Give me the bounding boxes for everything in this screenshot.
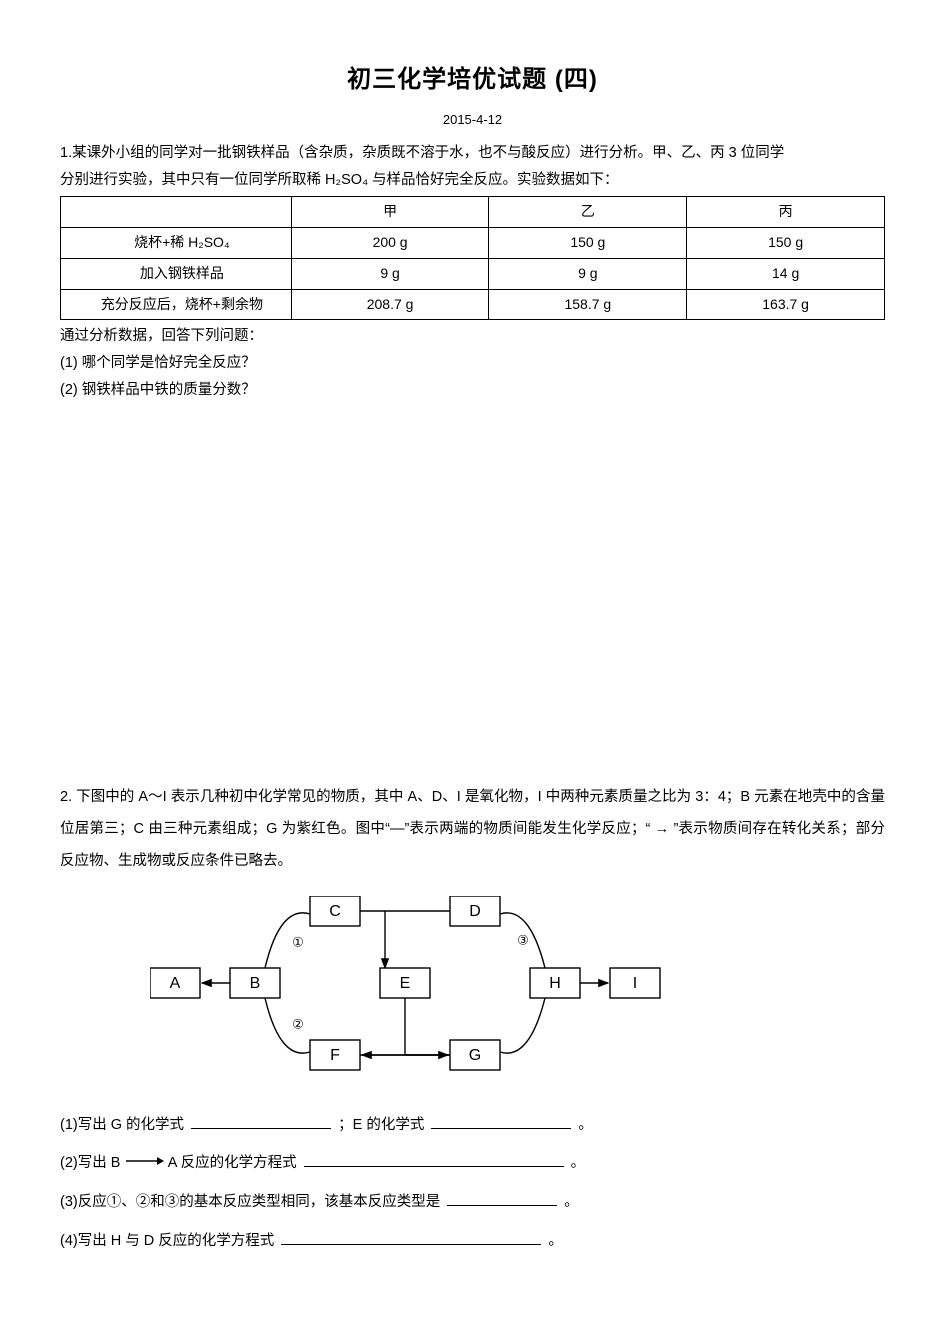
q1-after-table: 通过分析数据，回答下列问题： [60,324,885,349]
q2-stem: 2. 下图中的 A～I 表示几种初中化学常见的物质，其中 A、D、I 是氧化物，… [60,782,885,878]
table-cell: 14 g [687,258,885,289]
svg-text:②: ② [292,1016,304,1031]
table-cell: 200 g [291,227,489,258]
table-cell: 加入钢铁样品 [61,258,292,289]
q1-sub1: (1) 哪个同学是恰好完全反应？ [60,351,885,376]
fill-blank[interactable] [304,1151,564,1167]
table-row: 甲 乙 丙 [61,197,885,228]
q2-diagram: ① ② ③ A B C D E F G H I [150,896,885,1085]
table-row: 充分反应后，烧杯+剩余物 208.7 g 158.7 g 163.7 g [61,289,885,320]
svg-text:B: B [250,975,261,992]
arrow-right-icon [124,1151,164,1176]
table-cell: 充分反应后，烧杯+剩余物 [61,289,292,320]
table-row: 烧杯+稀 H₂SO₄ 200 g 150 g 150 g [61,227,885,258]
svg-text:G: G [469,1047,481,1064]
table-cell: 150 g [687,227,885,258]
svg-text:F: F [330,1047,340,1064]
answer-space [60,402,885,782]
q1-sub2: (2) 钢铁样品中铁的质量分数？ [60,378,885,403]
fill-blank[interactable] [191,1113,331,1129]
table-header: 丙 [687,197,885,228]
q2-part2: (2)写出 B A 反应的化学方程式 。 [60,1151,885,1176]
fill-blank[interactable] [431,1113,571,1129]
svg-text:A: A [170,975,181,992]
table-header: 甲 [291,197,489,228]
table-header: 乙 [489,197,687,228]
table-row: 加入钢铁样品 9 g 9 g 14 g [61,258,885,289]
svg-text:I: I [633,975,637,992]
svg-text:H: H [549,975,561,992]
q1-stem-line1: 1.某课外小组的同学对一批钢铁样品（含杂质，杂质既不溶于水，也不与酸反应）进行分… [60,141,885,166]
page-title: 初三化学培优试题 (四) [60,60,885,101]
q2-p4-text-b: 。 [548,1233,563,1249]
q2-p3-text-a: (3)反应①、②和③的基本反应类型相同，该基本反应类型是 [60,1194,440,1210]
table-cell: 150 g [489,227,687,258]
q2-p2-text-a: (2)写出 B [60,1155,120,1171]
q1-table: 甲 乙 丙 烧杯+稀 H₂SO₄ 200 g 150 g 150 g 加入钢铁样… [60,196,885,320]
table-cell: 163.7 g [687,289,885,320]
q2-p4-text-a: (4)写出 H 与 D 反应的化学方程式 [60,1233,274,1249]
q2-p2-text-b: A 反应的化学方程式 [168,1155,297,1171]
table-cell: 9 g [489,258,687,289]
fill-blank[interactable] [281,1229,541,1245]
q2-part1: (1)写出 G 的化学式 ；E 的化学式 。 [60,1113,885,1138]
svg-text:C: C [329,903,341,920]
table-cell: 158.7 g [489,289,687,320]
q2-p1-text-a: (1)写出 G 的化学式 [60,1117,184,1133]
table-cell: 烧杯+稀 H₂SO₄ [61,227,292,258]
svg-text:③: ③ [517,932,529,947]
table-header-blank [61,197,292,228]
table-cell: 9 g [291,258,489,289]
page-date: 2015-4-12 [60,109,885,131]
q2-part3: (3)反应①、②和③的基本反应类型相同，该基本反应类型是 。 [60,1190,885,1215]
q2-p3-text-b: 。 [564,1194,579,1210]
svg-text:①: ① [292,934,304,949]
table-cell: 208.7 g [291,289,489,320]
q2-p2-text-c: 。 [571,1155,586,1171]
fill-blank[interactable] [447,1190,557,1206]
q2-p1-text-c: 。 [578,1117,593,1133]
svg-text:D: D [469,903,481,920]
q1-stem-line2: 分别进行实验，其中只有一位同学所取稀 H₂SO₄ 与样品恰好完全反应。实验数据如… [60,168,885,193]
q2-p1-text-b: ；E 的化学式 [338,1117,424,1133]
flowchart-svg: ① ② ③ A B C D E F G H I [150,896,670,1076]
q2-part4: (4)写出 H 与 D 反应的化学方程式 。 [60,1229,885,1254]
svg-text:E: E [400,975,411,992]
